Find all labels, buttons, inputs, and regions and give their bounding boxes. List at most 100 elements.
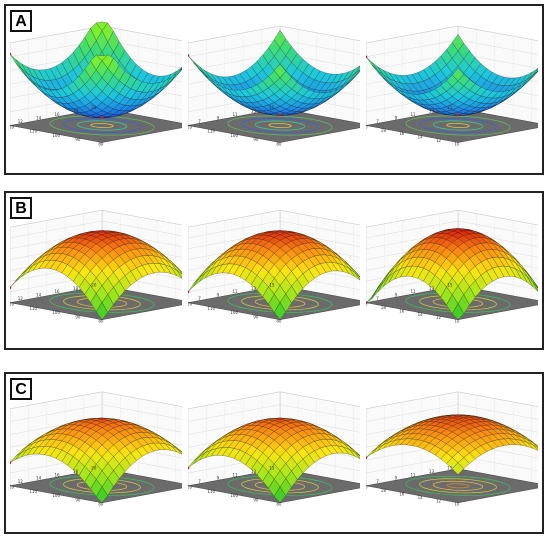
right-tick-label: 100 [230,133,238,138]
surface-cell [452,462,464,475]
right-tick-label: 10 [454,502,460,507]
left-tick-label: 9 [395,293,398,298]
right-tick-label: 110 [29,489,37,494]
design-point [10,52,12,56]
wall-gridline [10,391,182,409]
contour-line [405,475,511,496]
wall-gridline [188,417,360,435]
surface-cell [452,303,464,320]
right-tick-label: 120 [188,124,192,129]
left-tick-label: 15 [447,105,453,110]
design-point [188,290,190,294]
left-tick-label: 9 [217,293,220,298]
left-tick-label: 11 [411,112,417,117]
left-tick-label: 18 [73,469,79,474]
right-tick-label: 80 [98,502,104,507]
left-tick-label: 15 [269,465,275,470]
response-surface [366,228,538,320]
contour-line [90,123,114,128]
contour-line [49,115,155,136]
left-tick-label: 20 [91,282,97,287]
left-tick-label: 7 [198,119,201,124]
right-tick-label: 80 [276,502,282,507]
contour-floor [10,108,182,143]
contour-line [432,120,484,131]
right-tick-label: 80 [276,141,282,146]
left-tick-label: 7 [198,296,201,301]
contour-line [49,292,155,313]
left-tick-label: 13 [251,469,257,474]
left-tick-label: 11 [411,289,417,294]
left-tick-label: 11 [233,112,239,117]
contour-line [405,115,511,136]
left-tick-label: 12 [18,119,24,124]
right-tick-label: 100 [230,493,238,498]
surface-plot-2-0: 80757065605550Isotretinoin release (%)20… [10,391,182,507]
design-point [456,228,460,231]
contour-line [227,475,333,496]
left-tick-label: 13 [429,286,435,291]
design-point [100,230,104,233]
wall-gridline [10,210,182,228]
surface-cell [354,65,360,74]
left-tick-label: 15 [269,282,275,287]
right-tick-label: 10 [454,319,460,324]
left-tick-label: 16 [55,472,61,477]
left-tick-label: 12 [18,296,24,301]
right-tick-label: 90 [75,137,81,142]
surface-plot-1-0: 8580757065605550Entrapment efficiency (%… [10,209,182,324]
panel-label-a: A [10,10,32,32]
wall-gridline [366,404,538,422]
right-tick-label: 110 [29,129,37,134]
right-tick-label: 14 [418,312,424,317]
wall-gridline [366,220,538,239]
design-point [366,55,368,59]
wall-gridline [366,210,538,228]
wall-gridline [188,220,360,239]
contour-line [227,115,333,136]
response-surface [188,29,360,116]
right-tick-label: 14 [418,495,424,500]
left-tick-label: 7 [198,479,201,484]
design-point [188,466,190,470]
left-tick-label: 13 [429,469,435,474]
right-tick-label: 80 [98,319,104,324]
right-tick-label: 100 [230,310,238,315]
surface-cell [95,54,109,61]
right-tick-label: 12 [436,498,442,503]
response-surface [188,230,360,320]
contour-floor [188,108,360,143]
right-tick-label: 18 [381,128,387,133]
panel-label-c: C [10,378,32,400]
response-surface [10,417,182,503]
left-tick-label: 7 [376,296,379,301]
right-tick-label: 16 [399,491,405,496]
right-tick-label: 110 [207,489,215,494]
right-tick-label: 12 [436,315,442,320]
right-tick-label: 100 [52,493,60,498]
right-tick-label: 120 [10,302,14,307]
left-tick-label: 9 [395,115,398,120]
design-point [366,301,368,304]
right-tick-label: 90 [253,137,259,142]
contour-line [419,118,497,133]
wall-gridline [188,404,360,422]
right-tick-label: 18 [381,488,387,493]
wall-gridline [10,404,182,422]
left-tick-label: 16 [55,289,61,294]
response-surface [10,230,182,320]
left-tick-label: 14 [36,293,42,298]
left-tick-label: 20 [91,465,97,470]
left-tick-label: 9 [217,476,220,481]
contour-line [241,118,319,133]
left-tick-label: 11 [411,472,417,477]
right-tick-label: 110 [29,306,37,311]
contour-line [405,292,511,313]
left-tick-label: 20 [91,105,97,110]
right-tick-label: 90 [253,314,259,319]
wall-gridline [188,25,360,44]
design-point [456,415,460,418]
right-tick-label: 120 [10,124,14,129]
wall-gridline [188,391,360,409]
left-tick-label: 7 [376,479,379,484]
